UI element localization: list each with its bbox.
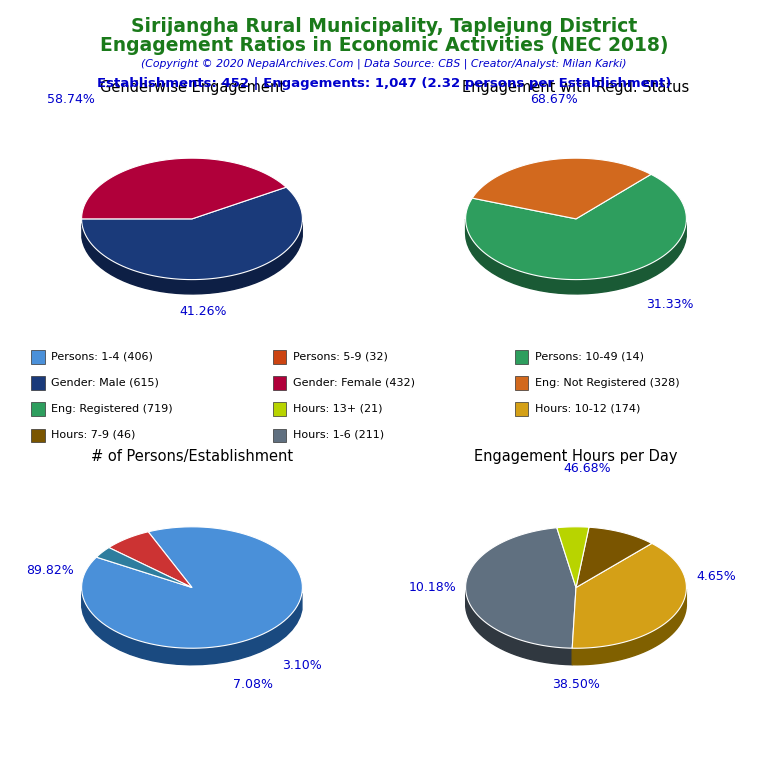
Text: 46.68%: 46.68%: [563, 462, 611, 475]
Text: 58.74%: 58.74%: [47, 93, 94, 106]
PathPatch shape: [576, 527, 652, 588]
Text: 3.10%: 3.10%: [283, 659, 323, 672]
PathPatch shape: [81, 158, 286, 219]
Text: (Copyright © 2020 NepalArchives.Com | Data Source: CBS | Creator/Analyst: Milan : (Copyright © 2020 NepalArchives.Com | Da…: [141, 58, 627, 69]
Text: Gender: Male (615): Gender: Male (615): [51, 378, 158, 388]
PathPatch shape: [81, 527, 303, 648]
Title: Genderwise Engagement: Genderwise Engagement: [100, 80, 284, 95]
Text: 7.08%: 7.08%: [233, 678, 273, 691]
Text: Persons: 5-9 (32): Persons: 5-9 (32): [293, 352, 388, 362]
Text: Eng: Not Registered (328): Eng: Not Registered (328): [535, 378, 679, 388]
Polygon shape: [465, 219, 687, 294]
Text: Gender: Female (432): Gender: Female (432): [293, 378, 415, 388]
Text: 4.65%: 4.65%: [697, 570, 736, 583]
Text: Persons: 10-49 (14): Persons: 10-49 (14): [535, 352, 644, 362]
Title: # of Persons/Establishment: # of Persons/Establishment: [91, 449, 293, 464]
Text: Hours: 1-6 (211): Hours: 1-6 (211): [293, 430, 384, 440]
PathPatch shape: [572, 544, 687, 648]
PathPatch shape: [472, 158, 651, 219]
Text: Engagement Ratios in Economic Activities (NEC 2018): Engagement Ratios in Economic Activities…: [100, 36, 668, 55]
Title: Engagement with Regd. Status: Engagement with Regd. Status: [462, 80, 690, 95]
Text: Hours: 13+ (21): Hours: 13+ (21): [293, 404, 382, 414]
PathPatch shape: [81, 187, 303, 280]
Text: 38.50%: 38.50%: [552, 678, 600, 691]
Polygon shape: [465, 590, 572, 665]
PathPatch shape: [465, 174, 687, 280]
Polygon shape: [81, 591, 302, 665]
Text: 89.82%: 89.82%: [26, 564, 74, 578]
Text: 41.26%: 41.26%: [179, 305, 227, 318]
Text: 10.18%: 10.18%: [409, 581, 456, 594]
Text: 68.67%: 68.67%: [530, 93, 578, 106]
Text: Establishments: 452 | Engagements: 1,047 (2.32 persons per Establishment): Establishments: 452 | Engagements: 1,047…: [97, 77, 671, 90]
Text: Hours: 10-12 (174): Hours: 10-12 (174): [535, 404, 640, 414]
PathPatch shape: [109, 531, 192, 588]
Polygon shape: [572, 589, 687, 665]
PathPatch shape: [97, 548, 192, 588]
Text: Persons: 1-4 (406): Persons: 1-4 (406): [51, 352, 153, 362]
Title: Engagement Hours per Day: Engagement Hours per Day: [475, 449, 677, 464]
Text: Sirijangha Rural Municipality, Taplejung District: Sirijangha Rural Municipality, Taplejung…: [131, 17, 637, 36]
Text: Hours: 7-9 (46): Hours: 7-9 (46): [51, 430, 135, 440]
PathPatch shape: [465, 528, 576, 648]
Polygon shape: [82, 222, 303, 294]
PathPatch shape: [557, 527, 589, 588]
Text: 31.33%: 31.33%: [646, 299, 694, 311]
Text: Eng: Registered (719): Eng: Registered (719): [51, 404, 172, 414]
